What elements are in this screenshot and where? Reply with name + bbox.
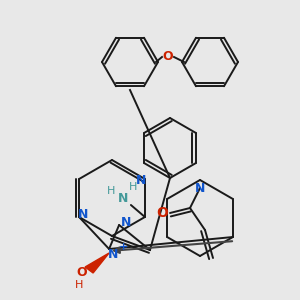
Text: N: N — [108, 248, 118, 262]
Text: H: H — [129, 182, 137, 192]
Text: +: + — [118, 242, 128, 252]
Text: O: O — [77, 266, 87, 280]
Text: H: H — [75, 280, 83, 290]
Text: N: N — [136, 175, 146, 188]
Text: O: O — [163, 50, 173, 64]
Text: H: H — [107, 186, 115, 196]
Text: O: O — [156, 206, 168, 220]
Text: N: N — [121, 217, 131, 230]
Text: N: N — [195, 182, 205, 194]
Polygon shape — [85, 253, 109, 273]
Text: N: N — [78, 208, 88, 221]
Text: N: N — [118, 193, 128, 206]
